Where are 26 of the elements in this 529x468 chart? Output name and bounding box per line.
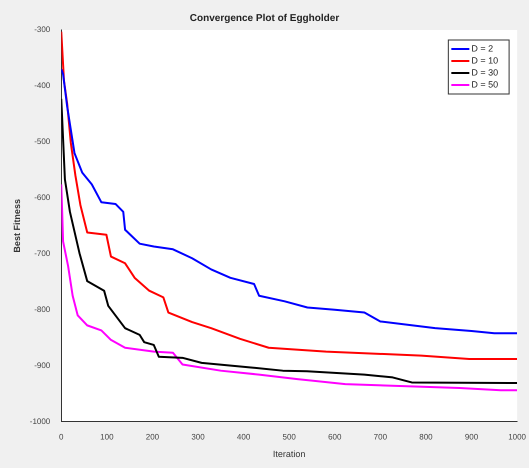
y-tick-label: -800 bbox=[34, 304, 51, 314]
y-tick-label: -1000 bbox=[30, 416, 51, 426]
y-tick-label: -400 bbox=[34, 81, 51, 90]
legend-label: D = 2 bbox=[471, 43, 494, 54]
x-tick-label: 1000 bbox=[508, 432, 527, 442]
x-tick-label: 100 bbox=[100, 432, 114, 442]
legend-label: D = 30 bbox=[471, 67, 498, 78]
x-tick-label: 300 bbox=[191, 432, 206, 442]
x-tick-label: 400 bbox=[236, 432, 251, 442]
chart-title: Convergence Plot of Eggholder bbox=[190, 12, 340, 24]
x-tick-label: 800 bbox=[419, 432, 434, 442]
y-tick-label: -600 bbox=[34, 193, 51, 202]
x-tick-label: 600 bbox=[328, 432, 342, 442]
x-tick-label: 900 bbox=[464, 432, 479, 442]
y-tick-label: -300 bbox=[34, 25, 51, 34]
x-tick-label: 200 bbox=[146, 432, 160, 442]
legend-label: D = 10 bbox=[471, 55, 498, 66]
legend-label: D = 50 bbox=[471, 79, 498, 90]
x-tick-label: 500 bbox=[282, 432, 296, 442]
y-axis-title: Best Fitness bbox=[12, 199, 22, 253]
x-tick-label: 0 bbox=[59, 432, 64, 442]
y-tick-label: -900 bbox=[34, 360, 51, 370]
x-axis-title: Iteration bbox=[272, 449, 306, 460]
x-tick-label: 700 bbox=[374, 432, 388, 442]
y-tick-label: -700 bbox=[34, 248, 51, 258]
y-tick-label: -500 bbox=[34, 137, 51, 146]
